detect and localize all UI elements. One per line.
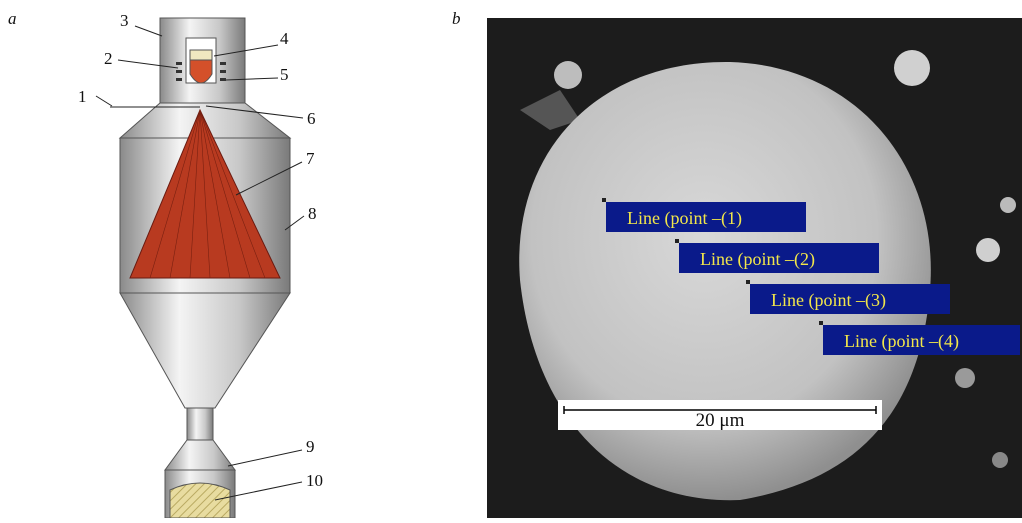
part-label: 6 bbox=[307, 109, 316, 128]
apparatus bbox=[96, 18, 304, 518]
point-label: Line (point –(4) bbox=[844, 331, 959, 352]
point-label: Line (point –(2) bbox=[700, 249, 815, 270]
part-label: 3 bbox=[120, 11, 129, 30]
part-label: 1 bbox=[78, 87, 87, 106]
point-label: Line (point –(3) bbox=[771, 290, 886, 311]
panel-letter: a bbox=[8, 9, 17, 28]
scale-bar-label: 20 μm bbox=[696, 410, 745, 431]
panel-letter: b bbox=[452, 9, 461, 28]
part-label: 5 bbox=[280, 65, 289, 84]
point-label: Line (point –(1) bbox=[627, 208, 742, 229]
part-label: 2 bbox=[104, 49, 113, 68]
part-label: 8 bbox=[308, 204, 317, 223]
part-label: 4 bbox=[280, 29, 289, 48]
part-label: 7 bbox=[306, 149, 315, 168]
part-label: 10 bbox=[306, 471, 323, 490]
figure: a 1 2 3 4 5 6 7 8 9 10 b Line (point –(1… bbox=[0, 0, 1022, 518]
part-label: 9 bbox=[306, 437, 315, 456]
